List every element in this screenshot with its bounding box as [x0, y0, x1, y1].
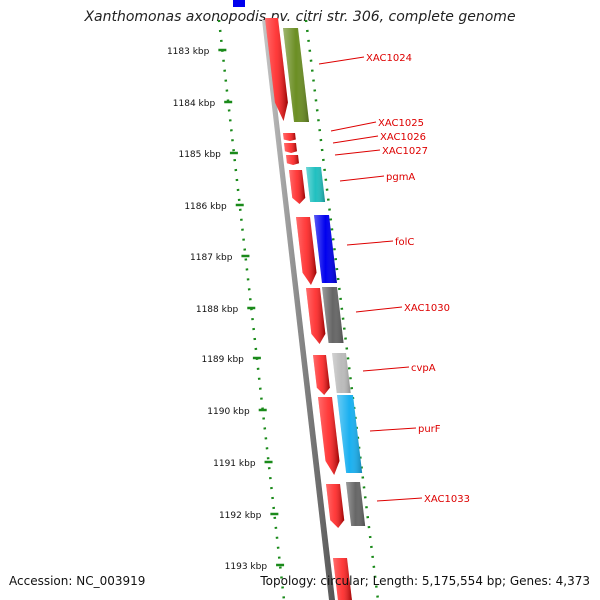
label-leader-line [362, 366, 410, 372]
label-leader-line [334, 149, 381, 156]
cds-arrow-shading [326, 484, 345, 528]
tick-layer: 1183 kbp 1184 kbp 1185 kbp 1186 kbp 1187 kbp… [167, 19, 380, 600]
backbone-layer [233, 0, 335, 600]
tick-label: 1191 kbp [213, 459, 256, 469]
cds-arrow-shading [313, 355, 330, 395]
tick-label: 1190 kbp [207, 407, 250, 417]
genome-backbone [262, 20, 335, 600]
tick-label: 1183 kbp [167, 47, 210, 57]
tick-label: 1184 kbp [173, 99, 216, 109]
gene-label: cvpA [411, 363, 436, 374]
cds-arrow-shading [284, 143, 297, 153]
accession-text: Accession: NC_003919 [9, 574, 146, 588]
tick-label: 1187 kbp [190, 253, 233, 263]
cds-arrow-shading [265, 18, 288, 121]
gene-block-purf-shading [337, 395, 363, 473]
gene-label: purF [418, 424, 441, 435]
gene-label: pgmA [386, 172, 415, 183]
gene-block-pgma-shading [306, 167, 326, 202]
cds-arrow-shading [306, 288, 326, 344]
label-leader-line [330, 121, 377, 132]
gene-block-xac1033-shading [346, 482, 366, 526]
label-leader-line [346, 240, 394, 246]
gene-label: XAC1027 [382, 146, 428, 157]
gene-label: folC [395, 237, 414, 248]
tick-label: 1192 kbp [219, 511, 262, 521]
label-leader-line [332, 135, 379, 144]
gene-label: XAC1030 [404, 303, 450, 314]
cds-arrow-shading [296, 217, 317, 285]
cds-arrow-shading [289, 170, 306, 204]
tick-axis-line [217, 19, 286, 600]
gene-label: XAC1024 [366, 53, 412, 64]
gene-block-xac1030-shading [322, 287, 344, 343]
tick-label: 1193 kbp [225, 562, 268, 572]
cds-arrow-shading [283, 133, 296, 141]
upstream-feature [233, 0, 245, 7]
tick-label: 1185 kbp [178, 150, 221, 160]
gene-block-folc-shading [314, 215, 337, 283]
cds-arrow-shading [318, 397, 340, 475]
tick-label: 1189 kbp [201, 355, 244, 365]
label-layer: XAC1024 XAC1025 XAC1026 XAC1027 pgmA folC XAC1… [318, 53, 470, 505]
label-leader-line [318, 56, 365, 65]
cds-arrow-shading [286, 155, 299, 165]
label-leader-line [355, 306, 403, 313]
gene-label: XAC1025 [378, 118, 424, 129]
gene-label: XAC1026 [380, 132, 426, 143]
label-leader-line [376, 497, 423, 502]
label-leader-line [339, 175, 385, 182]
map-title: Xanthomonas axonopodis pv. citri str. 30… [84, 9, 516, 25]
tick-label: 1188 kbp [196, 305, 239, 315]
gene-block-xac1024-shading [283, 28, 310, 122]
gene-label: XAC1033 [424, 494, 470, 505]
label-leader-line [369, 427, 417, 432]
cds-arrow-shading [333, 558, 352, 600]
genome-summary-text: Topology: circular; Length: 5,175,554 bp… [260, 574, 590, 588]
feature-layer [265, 18, 366, 600]
tick-label: 1186 kbp [184, 202, 227, 212]
gene-block-cvpa-shading [332, 353, 351, 393]
